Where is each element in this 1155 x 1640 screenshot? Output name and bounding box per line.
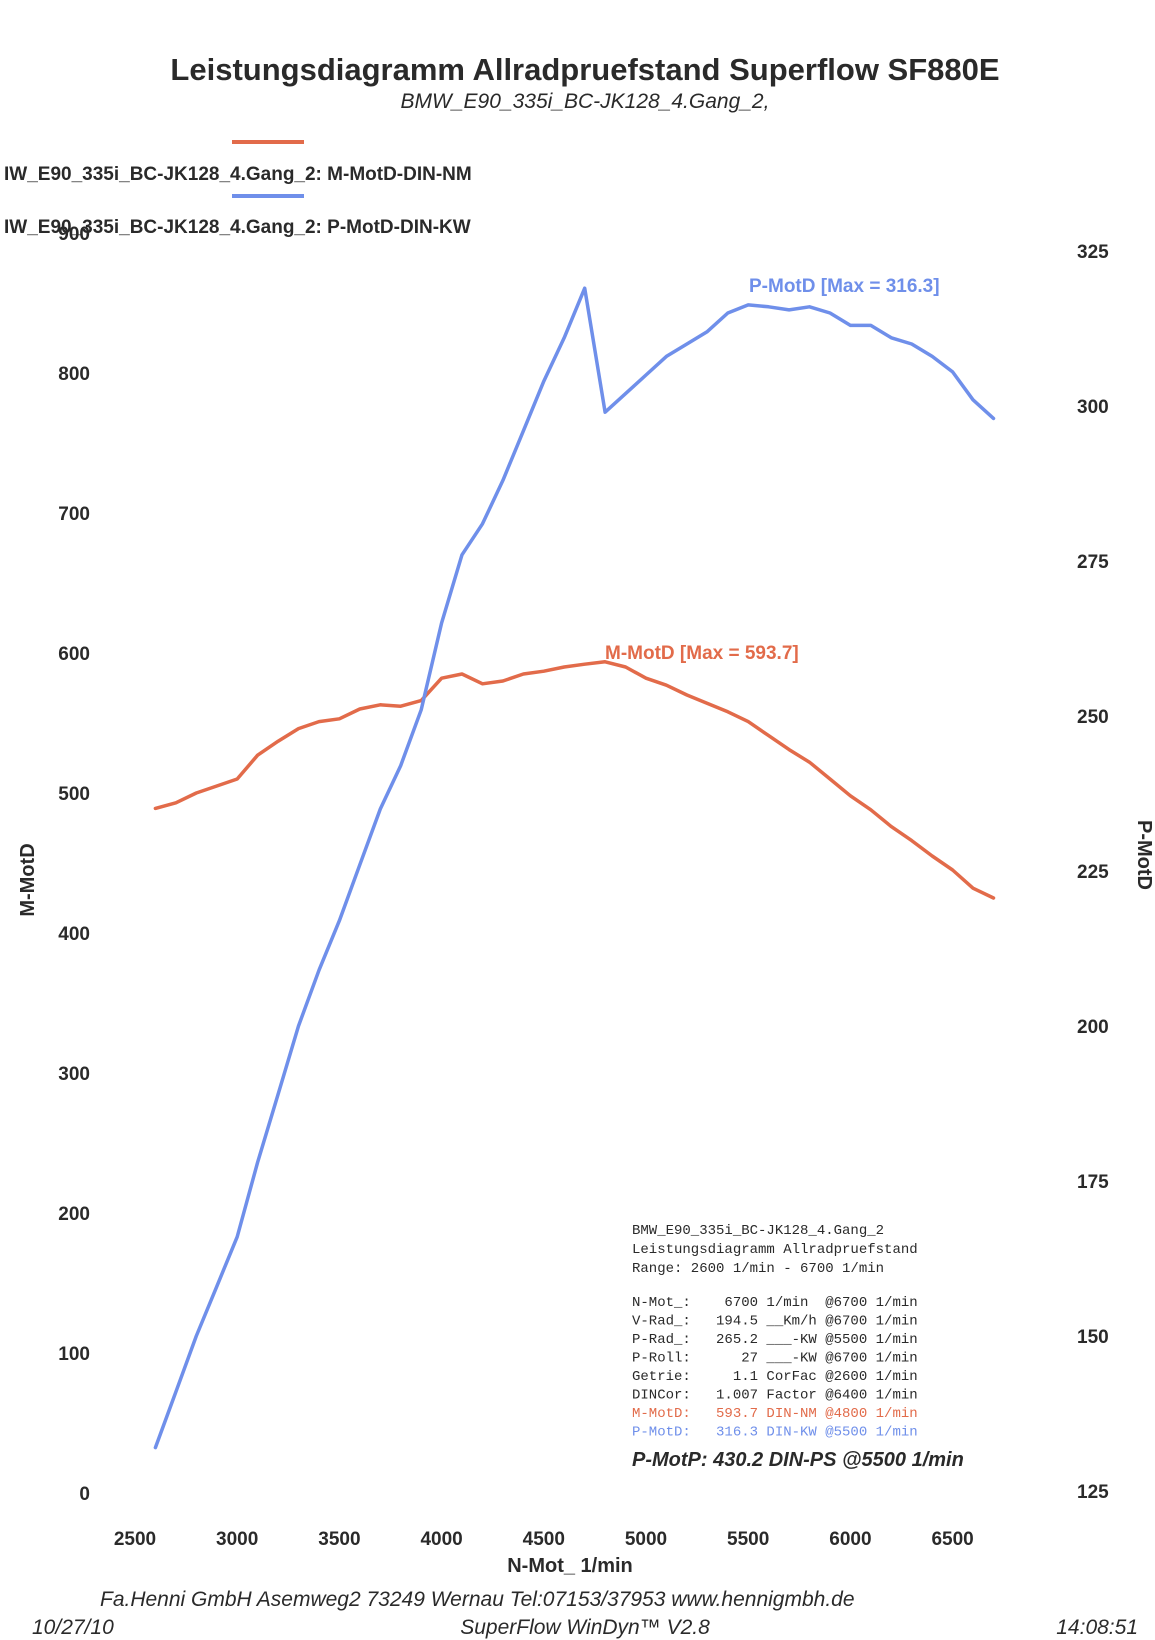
power-line xyxy=(153,286,996,1450)
legend: IW_E90_335i_BC-JK128_4.Gang_2: M-MotD-DI… xyxy=(4,140,472,238)
x-tick-label: 3500 xyxy=(318,1529,360,1550)
x-tick-label: 5000 xyxy=(625,1529,667,1550)
info-summary: P-MotP: 430.2 DIN-PS @5500 1/min xyxy=(632,1449,964,1471)
info-line: Range: 2600 1/min - 6700 1/min xyxy=(632,1261,884,1277)
chart-subtitle: BMW_E90_335i_BC-JK128_4.Gang_2, xyxy=(401,90,770,113)
y-left-tick-label: 400 xyxy=(58,924,90,945)
y-left-tick-label: 500 xyxy=(58,784,90,805)
y-right-axis-ticks: 125 150 175 200 225 250 275 300 325 xyxy=(1077,242,1109,1503)
info-row: P-MotD: 316.3 DIN-KW @5500 1/min xyxy=(632,1425,918,1441)
y-left-tick-label: 100 xyxy=(58,1344,90,1365)
footer-company: Fa.Henni GmbH Asemweg2 73249 Wernau Tel:… xyxy=(100,1588,855,1611)
y-left-tick-label: 0 xyxy=(79,1484,90,1505)
info-row: P-Roll: 27 ___-KW @6700 1/min xyxy=(632,1351,918,1367)
torque-max-annotation: M-MotD [Max = 593.7] xyxy=(605,643,799,664)
x-tick-label: 4000 xyxy=(420,1529,462,1550)
info-row: N-Mot_: 6700 1/min @6700 1/min xyxy=(632,1295,918,1311)
y-left-tick-label: 800 xyxy=(58,364,90,385)
y-right-tick-label: 150 xyxy=(1077,1327,1109,1348)
y-left-axis-label: M-MotD xyxy=(17,843,39,916)
y-right-axis-label: P-MotD xyxy=(1133,820,1155,890)
info-line: Leistungsdiagramm Allradpruefstand xyxy=(632,1242,918,1258)
y-right-tick-label: 175 xyxy=(1077,1172,1109,1193)
y-left-tick-label: 900 xyxy=(58,224,90,245)
info-line: BMW_E90_335i_BC-JK128_4.Gang_2 xyxy=(632,1223,884,1239)
footer-software: SuperFlow WinDyn™ V2.8 xyxy=(460,1616,710,1639)
y-right-tick-label: 325 xyxy=(1077,242,1109,263)
y-right-tick-label: 275 xyxy=(1077,552,1109,573)
footer-time: 14:08:51 xyxy=(1056,1616,1138,1639)
torque-line xyxy=(153,660,996,900)
info-row: DINCor: 1.007 Factor @6400 1/min xyxy=(632,1388,918,1404)
info-row: M-MotD: 593.7 DIN-NM @4800 1/min xyxy=(632,1406,918,1422)
x-axis-label: N-Mot_ 1/min xyxy=(507,1555,633,1577)
x-tick-label: 2500 xyxy=(114,1529,156,1550)
y-left-axis-ticks: 0 100 200 300 400 500 600 700 800 900 xyxy=(58,224,90,1505)
y-right-tick-label: 125 xyxy=(1077,1482,1109,1503)
info-row: P-Rad_: 265.2 ___-KW @5500 1/min xyxy=(632,1332,918,1348)
x-axis-ticks: 2500 3000 3500 4000 4500 5000 5500 6000 6500 xyxy=(114,1529,974,1550)
x-tick-label: 5500 xyxy=(727,1529,769,1550)
info-rows: N-Mot_: 6700 1/min @6700 1/min V-Rad_: 19… xyxy=(632,1295,918,1441)
x-tick-label: 3000 xyxy=(216,1529,258,1550)
info-row: V-Rad_: 194.5 __Km/h @6700 1/min xyxy=(632,1314,918,1330)
info-row: Getrie: 1.1 CorFac @2600 1/min xyxy=(632,1369,918,1385)
series-layer xyxy=(153,286,996,1450)
chart-title: Leistungsdiagramm Allradpruefstand Super… xyxy=(170,52,999,87)
y-right-tick-label: 225 xyxy=(1077,862,1109,883)
x-tick-label: 6000 xyxy=(829,1529,871,1550)
y-right-tick-label: 300 xyxy=(1077,397,1109,418)
x-tick-label: 4500 xyxy=(523,1529,565,1550)
y-left-tick-label: 200 xyxy=(58,1204,90,1225)
power-max-annotation: P-MotD [Max = 316.3] xyxy=(749,276,940,297)
legend-power-label: IW_E90_335i_BC-JK128_4.Gang_2: P-MotD-DI… xyxy=(4,217,471,238)
y-left-tick-label: 300 xyxy=(58,1064,90,1085)
y-right-tick-label: 250 xyxy=(1077,707,1109,728)
y-left-tick-label: 700 xyxy=(58,504,90,525)
y-left-tick-label: 600 xyxy=(58,644,90,665)
legend-torque-label: IW_E90_335i_BC-JK128_4.Gang_2: M-MotD-DI… xyxy=(4,164,472,185)
x-tick-label: 6500 xyxy=(931,1529,973,1550)
footer-date: 10/27/10 xyxy=(32,1616,114,1639)
info-box: BMW_E90_335i_BC-JK128_4.Gang_2 Leistungs… xyxy=(632,1223,964,1471)
y-right-tick-label: 200 xyxy=(1077,1017,1109,1038)
